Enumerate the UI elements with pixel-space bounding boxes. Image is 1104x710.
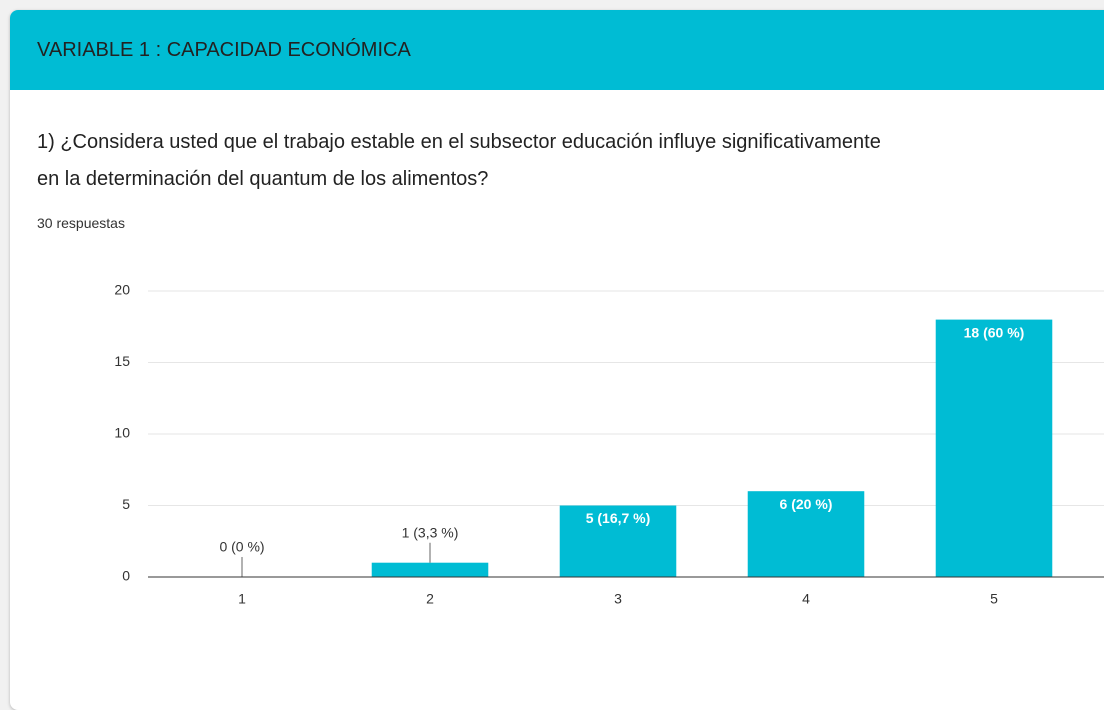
bar bbox=[371, 562, 489, 577]
bar bbox=[747, 491, 865, 577]
card: VARIABLE 1 : CAPACIDAD ECONÓMICA 1) ¿Con… bbox=[10, 10, 1104, 710]
bar bbox=[935, 319, 1053, 577]
bar bbox=[559, 505, 677, 577]
y-tick-label: 5 bbox=[122, 496, 130, 512]
x-tick-label: 2 bbox=[426, 591, 434, 607]
y-tick-label: 10 bbox=[114, 425, 130, 441]
x-tick-label: 5 bbox=[990, 591, 998, 607]
data-label: 1 (3,3 %) bbox=[402, 524, 459, 540]
response-count: 30 respuestas bbox=[37, 215, 125, 231]
data-label: 18 (60 %) bbox=[964, 324, 1025, 340]
y-tick-label: 20 bbox=[114, 282, 130, 298]
y-tick-label: 15 bbox=[114, 353, 130, 369]
question: 1) ¿Considera usted que el trabajo estab… bbox=[37, 131, 881, 190]
chart: 0 5 10 15 20 1 0 (0 %) 2 1 (3,3 %) 3 5 (16,7 %) 4 6 … bbox=[114, 282, 1104, 607]
data-label: 6 (20 %) bbox=[780, 496, 833, 512]
header: VARIABLE 1 : CAPACIDAD ECONÓMICA bbox=[10, 10, 1104, 90]
x-tick-label: 1 bbox=[238, 591, 246, 607]
y-tick-label: 0 bbox=[122, 568, 130, 584]
x-tick-label: 4 bbox=[802, 591, 810, 607]
data-label: 5 (16,7 %) bbox=[586, 510, 651, 526]
page: VARIABLE 1 : CAPACIDAD ECONÓMICA 1) ¿Con… bbox=[10, 10, 1104, 710]
x-tick-label: 3 bbox=[614, 591, 622, 607]
data-label: 0 (0 %) bbox=[219, 539, 264, 555]
